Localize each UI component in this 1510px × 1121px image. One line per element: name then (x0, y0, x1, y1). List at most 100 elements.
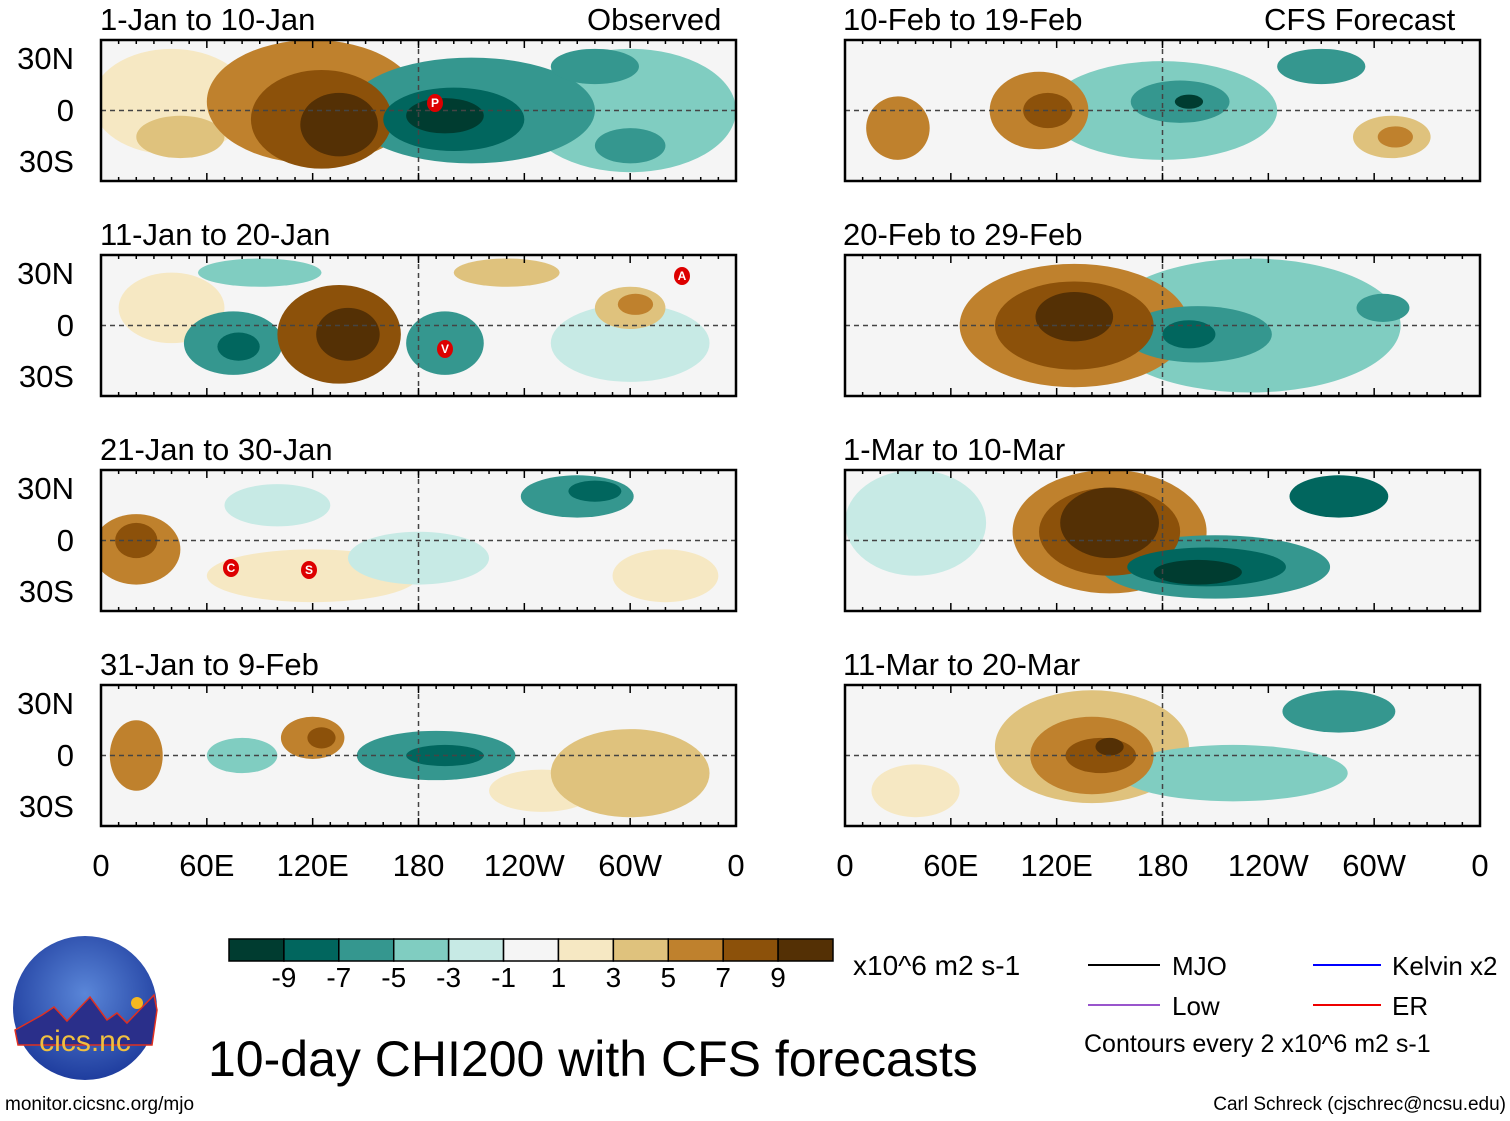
lon-tick-label: 120W (483, 848, 565, 883)
anomaly-map-panel (843, 38, 1482, 183)
anomaly-contour (1153, 559, 1242, 585)
lat-tick-label: 30S (18, 359, 74, 394)
anomaly-contour (224, 484, 331, 527)
anomaly-contour (406, 98, 484, 134)
anomaly-map-panel (843, 468, 1482, 613)
colorbar-swatch (228, 938, 285, 962)
figure-title: 10-day CHI200 with CFS forecasts (208, 1031, 978, 1087)
anomaly-contour (612, 549, 719, 603)
lon-tick-label: 0 (1471, 848, 1489, 883)
anomaly-contour (845, 470, 987, 576)
anomaly-contour (1118, 744, 1348, 802)
lon-tick-label: 180 (1136, 848, 1189, 883)
observed-label: Observed (587, 2, 722, 37)
logo-text: cics.nc (39, 1025, 131, 1058)
panel-title: 31-Jan to 9-Feb (100, 647, 319, 682)
lat-tick-label: 0 (56, 93, 74, 128)
contour-note: Contours every 2 x10^6 m2 s-1 (1084, 1030, 1431, 1058)
anomaly-contour (871, 764, 960, 818)
anomaly-contour (1060, 487, 1159, 559)
panel-title: 11-Jan to 20-Jan (100, 217, 331, 252)
lon-tick-label: 0 (727, 848, 745, 883)
colorbar-swatch (392, 938, 450, 962)
anomaly-contour (316, 307, 380, 361)
anomaly-contour (1095, 737, 1124, 756)
colorbar-label: 3 (605, 962, 622, 993)
colorbar-swatch (502, 938, 560, 962)
footer-url: monitor.cicsnc.org/mjo (5, 1094, 195, 1115)
anomaly-map-panel (99, 683, 738, 828)
anomaly-contour (617, 293, 654, 315)
lat-tick-label: 30N (17, 41, 74, 76)
lon-tick-label: 120W (1227, 848, 1309, 883)
lon-tick-label: 60E (923, 848, 979, 883)
storm-marker: A (674, 267, 690, 285)
panel-title: 10-Feb to 19-Feb (843, 2, 1083, 37)
anomaly-contour (866, 96, 930, 160)
colorbar-swatch (447, 938, 505, 962)
lat-tick-label: 30S (18, 574, 74, 609)
panel-title: 11-Mar to 20-Mar (843, 647, 1081, 682)
anomaly-contour (568, 480, 622, 502)
mjo-line (1088, 964, 1160, 966)
panel-title: 21-Jan to 30-Jan (100, 432, 333, 467)
colorbar-label: -1 (491, 962, 516, 993)
lon-tick-label: 60W (598, 848, 663, 883)
lon-tick-label: 120E (1020, 848, 1093, 883)
legend-er: ER (1392, 991, 1429, 1021)
anomaly-contour (1277, 48, 1366, 85)
anomaly-map-panel (843, 253, 1482, 398)
lon-tick-label: 0 (92, 848, 110, 883)
lat-tick-label: 0 (56, 308, 74, 343)
colorbar-label: -9 (271, 962, 297, 993)
anomaly-contour (307, 727, 336, 749)
lat-tick-label: 30S (18, 789, 74, 824)
colorbar-label: 5 (660, 962, 677, 993)
colorbar-swatch (777, 938, 834, 962)
anomaly-contour (136, 115, 225, 159)
anomaly-contour (550, 729, 710, 818)
anomaly-contour (115, 522, 158, 559)
anomaly-contour (1174, 94, 1204, 109)
footer-credit: Carl Schreck (cjschrec@ncsu.edu) (1213, 1094, 1506, 1115)
legend-kelvin: Kelvin x2 (1392, 951, 1498, 981)
colorbar-label: 9 (770, 962, 786, 993)
anomaly-contour (300, 92, 378, 157)
cicsnc-logo: cics.nc (13, 936, 158, 1080)
anomaly-map-panel (99, 38, 738, 183)
colorbar-units: x10^6 m2 s-1 (853, 950, 1021, 981)
anomaly-contour (1035, 292, 1114, 342)
er-line (1313, 1004, 1381, 1006)
anomaly-contour (550, 304, 710, 382)
anomaly-contour (594, 128, 666, 164)
lat-tick-label: 30N (17, 471, 74, 506)
colorbar-swatch (557, 938, 615, 962)
lon-tick-label: 60W (1342, 848, 1407, 883)
anomaly-contour (550, 48, 639, 85)
lat-tick-label: 30N (17, 686, 74, 721)
lat-tick-label: 30N (17, 256, 74, 291)
anomaly-contour (347, 531, 490, 585)
storm-marker: V (437, 340, 453, 358)
lon-tick-label: 0 (836, 848, 854, 883)
colorbar-swatch (612, 938, 670, 962)
lat-tick-label: 0 (56, 523, 74, 558)
anomaly-contour (1289, 475, 1389, 518)
colorbar-label: 7 (715, 962, 731, 993)
lon-tick-label: 120E (276, 848, 349, 883)
anomaly-contour (1356, 293, 1410, 322)
storm-marker: C (223, 559, 239, 577)
legend-mjo: MJO (1172, 951, 1227, 981)
anomaly-map-panel (843, 683, 1482, 828)
anomaly-contour (217, 332, 260, 361)
low-line (1088, 1004, 1160, 1006)
colorbar-swatch (283, 938, 340, 962)
lon-tick-label: 180 (392, 848, 445, 883)
colorbar-swatch (722, 938, 779, 962)
anomaly-contour (1162, 320, 1216, 349)
kelvin-line (1313, 964, 1381, 966)
panel-title: 1-Jan to 10-Jan (100, 2, 316, 37)
lat-tick-label: 0 (56, 738, 74, 773)
colorbar-label: -5 (381, 962, 407, 993)
